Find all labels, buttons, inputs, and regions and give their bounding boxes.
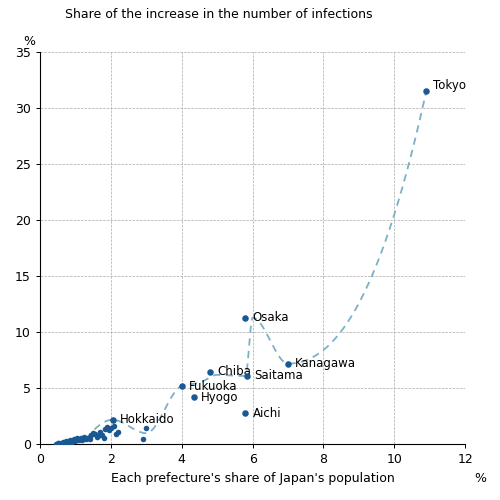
Point: [78, 436, 86, 444]
Point: [86, 436, 94, 444]
Point: [102, 424, 110, 432]
Point: [244, 372, 252, 380]
Point: [72, 437, 80, 445]
Text: Saitama: Saitama: [254, 370, 303, 382]
Point: [73, 434, 81, 442]
Point: [108, 416, 116, 424]
Text: Chiba: Chiba: [217, 365, 251, 378]
Point: [112, 430, 120, 438]
Point: [62, 437, 70, 445]
Text: Fukuoka: Fukuoka: [189, 380, 238, 392]
Text: Tokyo: Tokyo: [434, 79, 466, 92]
Point: [242, 314, 250, 322]
Text: Osaka: Osaka: [252, 311, 289, 324]
Text: Hyogo: Hyogo: [201, 391, 238, 404]
Text: Aichi: Aichi: [252, 406, 281, 420]
Point: [114, 428, 122, 436]
Point: [80, 432, 88, 440]
Point: [60, 440, 68, 448]
Point: [68, 438, 76, 446]
Text: %: %: [474, 472, 486, 485]
Point: [105, 426, 113, 434]
Point: [88, 432, 96, 440]
Point: [59, 438, 67, 446]
Point: [284, 360, 292, 368]
Point: [75, 436, 83, 444]
Point: [66, 436, 74, 444]
Point: [108, 416, 116, 424]
Point: [91, 430, 99, 438]
Text: %: %: [24, 35, 36, 48]
Point: [82, 435, 90, 443]
Point: [70, 435, 78, 443]
Text: Kanagawa: Kanagawa: [295, 357, 356, 370]
Point: [92, 433, 100, 441]
Point: [98, 431, 106, 439]
Point: [422, 87, 430, 95]
Point: [96, 428, 104, 436]
Point: [103, 423, 111, 431]
Point: [206, 368, 214, 376]
Point: [142, 424, 150, 432]
Point: [107, 424, 115, 432]
Text: Share of the increase in the number of infections: Share of the increase in the number of i…: [65, 8, 372, 20]
Point: [89, 429, 97, 437]
Point: [190, 394, 198, 402]
X-axis label: Each prefecture's share of Japan's population: Each prefecture's share of Japan's popul…: [110, 472, 395, 485]
Point: [178, 382, 186, 390]
Point: [52, 440, 60, 448]
Point: [84, 434, 92, 442]
Point: [56, 438, 64, 446]
Point: [94, 432, 102, 440]
Point: [57, 440, 65, 448]
Text: Hokkaido: Hokkaido: [120, 413, 174, 426]
Point: [110, 422, 118, 430]
Point: [54, 440, 62, 448]
Point: [138, 435, 146, 443]
Point: [100, 434, 108, 442]
Point: [76, 434, 84, 442]
Point: [242, 409, 250, 417]
Point: [64, 438, 72, 446]
